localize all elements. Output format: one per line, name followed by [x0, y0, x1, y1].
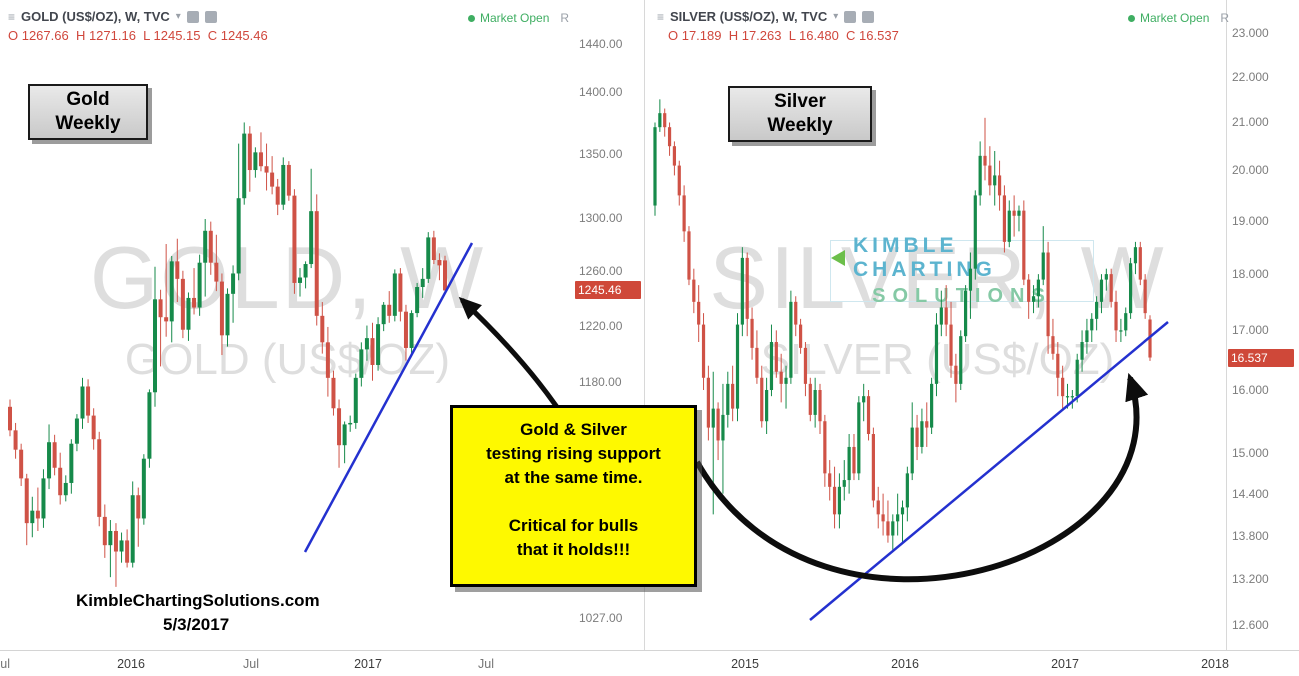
price-tick: 16.000 — [1232, 382, 1269, 397]
price-tick: 15.000 — [1232, 446, 1269, 461]
menu-icon[interactable]: ≡ — [657, 9, 665, 24]
price-tick: 14.400 — [1232, 486, 1269, 501]
gold-price-axis[interactable]: 1440.00 1400.00 1350.00 1300.00 1260.00 1220.… — [575, 0, 643, 650]
note-line: testing rising support — [486, 444, 661, 463]
chart-date: 5/3/2017 — [163, 615, 230, 634]
gold-label-line2: Weekly — [55, 113, 121, 134]
kimble-logo-line2: SOLUTIONS — [872, 285, 1052, 307]
last-price-tag: 16.537 — [1228, 348, 1294, 367]
menu-icon[interactable]: ≡ — [8, 9, 16, 24]
time-axis[interactable]: Jul 2016 Jul 2017 Jul 2015 2016 2017 2018 — [0, 650, 1299, 676]
gold-candles-layer — [8, 122, 474, 587]
chevron-down-icon[interactable]: ▾ — [833, 11, 839, 22]
settings-icon[interactable] — [204, 10, 217, 23]
silver-candles-layer — [653, 99, 1169, 621]
compare-icon[interactable] — [186, 10, 199, 23]
price-tick: 18.000 — [1232, 267, 1269, 282]
price-tick: 1300.00 — [579, 210, 623, 225]
last-price-tag: 1245.46 — [575, 281, 641, 300]
price-tick: 1350.00 — [579, 146, 623, 161]
gold-ohlc-values: O 1267.66 H 1271.16 L 1245.15 C 1245.46 — [8, 28, 268, 43]
gold-weekly-label-box: Gold Weekly — [28, 84, 148, 140]
kimble-logo: KIMBLE CHARTING SOLUTIONS — [830, 234, 1094, 307]
site-credit: KimbleChartingSolutions.com — [76, 591, 320, 610]
price-tick: 12.600 — [1232, 618, 1269, 632]
chevron-down-icon[interactable]: ▾ — [175, 11, 181, 22]
gold-symbol-title[interactable]: GOLD (US$/OZ), W, TVC — [21, 9, 170, 24]
time-tick: 2016 — [891, 657, 919, 671]
price-tick: 1027.00 — [579, 611, 623, 625]
silver-symbol-title[interactable]: SILVER (US$/OZ), W, TVC — [670, 9, 828, 24]
price-tick: 1400.00 — [579, 84, 623, 99]
note-line: Critical for bulls — [508, 516, 639, 535]
time-tick: 2017 — [354, 657, 382, 671]
gold-market-status: Market Open R — [468, 11, 569, 25]
time-tick: 2015 — [731, 657, 759, 671]
note-line: Gold & Silver — [520, 420, 627, 439]
price-tick: 17.000 — [1232, 323, 1269, 338]
silver-label-line1: Silver — [774, 91, 826, 112]
compare-icon[interactable] — [844, 10, 857, 23]
silver-price-axis[interactable]: 23.000 22.000 21.000 20.000 19.000 18.000 17.0… — [1228, 0, 1299, 650]
price-tick: 1440.00 — [579, 37, 623, 51]
market-open-dot-icon — [1128, 14, 1135, 22]
silver-ohlc-values: O 17.189 H 17.263 L 16.480 C 16.537 — [668, 28, 899, 43]
time-tick: 2018 — [1201, 657, 1229, 671]
time-tick: 2016 — [117, 657, 145, 671]
kimble-logo-line1: KIMBLE CHARTING — [853, 234, 996, 281]
time-tick: 2017 — [1051, 657, 1079, 671]
price-tick: 1260.00 — [579, 263, 623, 278]
gold-realtime-label: R — [560, 11, 570, 25]
note-line: at the same time. — [504, 468, 643, 487]
axis-divider — [1226, 0, 1227, 650]
silver-weekly-label-box: Silver Weekly — [728, 86, 872, 142]
price-tick: 13.800 — [1232, 528, 1269, 543]
price-tick: 23.000 — [1232, 26, 1269, 40]
price-tick: 21.000 — [1232, 115, 1269, 130]
price-tick: 19.000 — [1232, 213, 1269, 228]
silver-market-open-label: Market Open — [1140, 11, 1210, 25]
time-tick: Jul — [243, 657, 259, 671]
market-open-dot-icon — [468, 14, 475, 22]
note-line — [453, 490, 694, 514]
price-tick: 22.000 — [1232, 69, 1269, 84]
time-tick: Jul — [0, 657, 10, 671]
price-tick: 13.200 — [1232, 572, 1269, 587]
time-tick: Jul — [478, 657, 494, 671]
silver-realtime-label: R — [1220, 11, 1230, 25]
gold-market-open-label: Market Open — [480, 11, 550, 25]
pane-divider[interactable] — [644, 0, 645, 650]
settings-icon[interactable] — [862, 10, 875, 23]
silver-market-status: Market Open R — [1128, 11, 1229, 25]
price-tick: 20.000 — [1232, 163, 1269, 178]
silver-label-line2: Weekly — [767, 115, 833, 136]
price-tick: 1180.00 — [579, 375, 622, 390]
kimble-arrow-icon — [831, 250, 845, 266]
price-tick: 1220.00 — [579, 318, 623, 333]
annotation-note: Gold & Silver testing rising support at … — [450, 405, 697, 587]
silver-pane-header: ≡ SILVER (US$/OZ), W, TVC ▾ — [657, 9, 875, 24]
note-line: that it holds!!! — [516, 540, 631, 559]
gold-label-line1: Gold — [66, 89, 110, 110]
gold-pane-header: ≡ GOLD (US$/OZ), W, TVC ▾ — [8, 9, 217, 24]
